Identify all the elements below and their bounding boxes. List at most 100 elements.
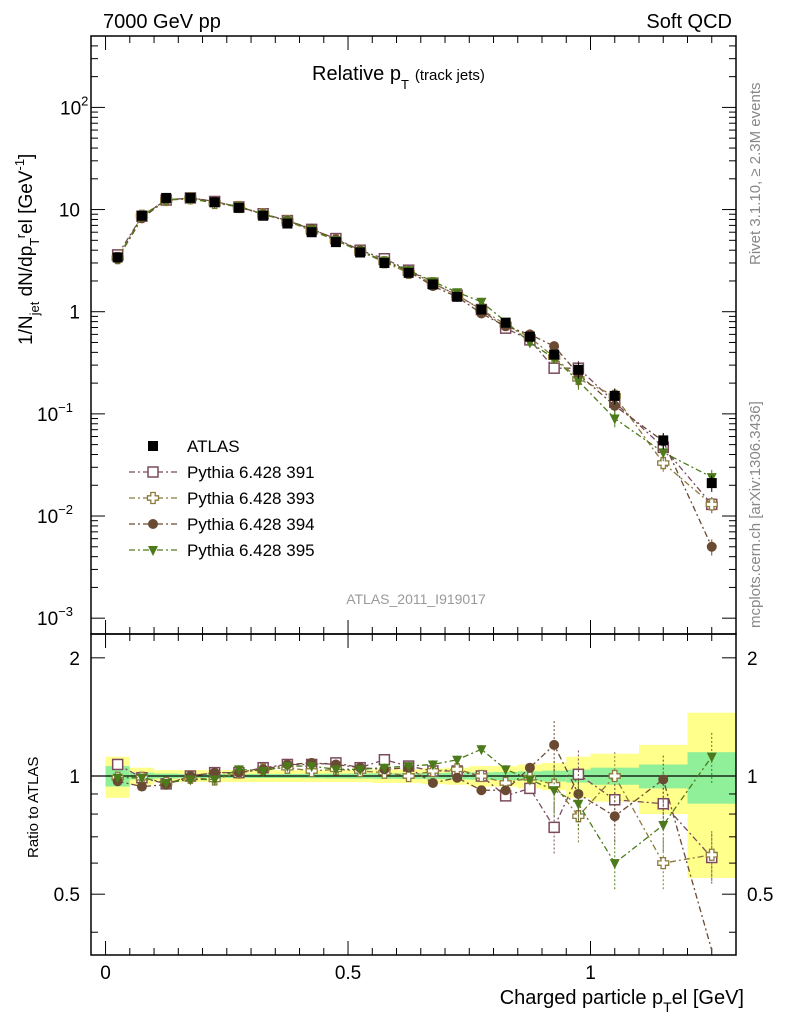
ratio-point [378,754,391,766]
ratio-point [609,811,620,822]
ratio-point [548,821,560,834]
data-point [161,192,172,203]
ratio-point [185,775,196,786]
data-point [112,252,123,263]
ratio-point [657,856,670,870]
ratio-point [549,739,560,750]
legend-label: Pythia 6.428 393 [187,489,315,508]
main-series [111,192,718,556]
data-point [548,362,560,374]
data-point [476,304,487,315]
ratio-frame [90,633,737,956]
ratio-point [306,762,317,773]
tick-labels: 10−3 10−2 10−1 1 10 102 0 0.5 1 0.5 0.5 1 1 2 2 [37,93,773,984]
mcplots-label: mcplots.cern.ch [arXiv:1306.3436] [747,401,764,628]
main-title: Relative pT(track jets) [312,63,485,92]
ratio-point [524,775,535,786]
ratio-point [427,760,438,771]
y-tick-label: 10 [59,201,80,222]
data-point [136,210,147,221]
ratio-point [136,773,147,784]
series-line [117,197,713,505]
data-point [549,349,560,360]
data-point [403,267,414,278]
data-point [706,541,717,552]
ratio-series-pythia-6-428-395 [112,732,717,891]
ratio-line [117,759,713,858]
data-point [452,291,463,302]
data-point [233,202,244,213]
ratio-point [658,821,669,832]
legend-marker [148,441,158,451]
ratio-point [475,769,488,783]
legend-marker [148,546,158,556]
ratio-point [706,752,717,763]
legend-marker [146,491,160,505]
data-point [609,400,620,411]
ratio-point [427,777,438,788]
ratio-point [452,772,463,783]
svg-text:Charged particle pTel [GeV]: Charged particle pTel [GeV] [500,987,744,1015]
data-point [549,341,560,352]
x-tick-label: 1 [585,963,596,984]
ratio-point [573,788,584,799]
main-y-axis-label: 1/Njet dN/dpTrel [GeV-1] [12,154,42,345]
ratio-y-axis-label: Ratio to ATLAS [25,757,42,858]
ratio-point [500,785,511,796]
data-point [609,390,620,401]
data-point [573,376,584,387]
legend-entry: Pythia 6.428 395 [129,541,315,560]
ratio-point [476,785,487,796]
ratio-point [573,799,584,810]
data-point [282,218,293,229]
ratio-point [524,762,535,773]
legend-entry: Pythia 6.428 394 [129,515,315,534]
y-tick-label: 102 [60,93,88,119]
analysis-tag: ATLAS_2011_I919017 [346,591,486,607]
ratio-y-tick-label-left: 2 [69,649,80,670]
data-point [524,331,535,342]
legend-label: Pythia 6.428 394 [187,515,315,534]
ratio-point [258,766,269,777]
rivet-label: Rivet 3.1.10, ≥ 2.3M events [747,83,764,266]
ratio-y-tick-label-right: 1 [747,767,758,788]
x-tick-label: 0 [100,963,111,984]
series-line [117,197,713,505]
data-point [185,192,196,203]
ratio-point [426,764,440,778]
data-point [306,227,317,238]
x-axis-label: Charged particle pTel [GeV] [500,987,744,1015]
ratio-y-tick-label-right: 0.5 [747,885,773,906]
ratio-point [355,765,366,776]
series-atlas [112,192,717,492]
ratio-point [608,769,621,783]
ratio-point [379,763,390,774]
ratio-point [452,755,463,766]
x-tick-label: 0.5 [335,963,361,984]
data-point [609,414,620,425]
ratio-y-tick-label-right: 2 [747,649,758,670]
legend: ATLAS Pythia 6.428 391 Pythia 6.428 393 Pyt… [129,437,315,560]
ratio-point [233,765,244,776]
ratio-point [209,775,220,786]
y-tick-label: 10−3 [37,604,73,630]
legend-label: Pythia 6.428 395 [187,541,315,560]
data-point [657,456,670,470]
data-point [573,364,584,375]
ratio-point [330,765,341,776]
data-point [427,279,438,290]
data-point [500,317,511,328]
data-point [258,210,269,221]
data-point [658,448,669,459]
data-point [379,257,390,268]
y-tick-label: 1 [69,303,80,324]
ratio-point [403,762,414,773]
data-point [476,297,487,308]
ratio-point [658,774,669,785]
ratio-series [111,721,718,951]
ratio-point [705,848,718,861]
data-point [355,247,366,258]
ratio-point [476,745,487,756]
legend-marker [148,519,158,529]
